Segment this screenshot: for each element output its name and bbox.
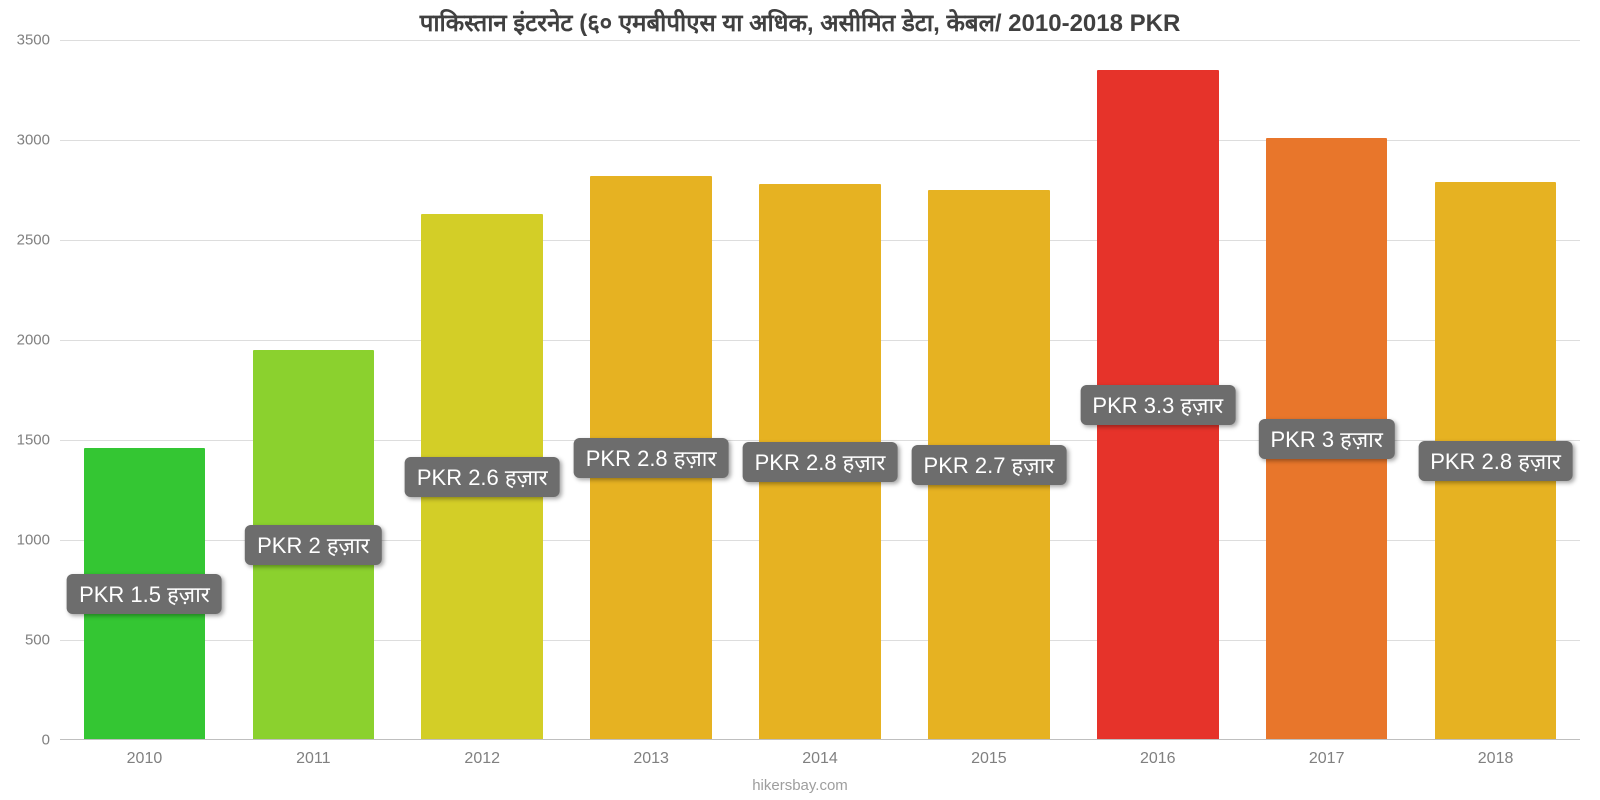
y-tick-label: 3500 (17, 32, 50, 49)
bar-slot: PKR 2.8 हज़ार2014 (736, 40, 905, 740)
bar-value-label: PKR 3 हज़ार (1258, 419, 1394, 459)
bar-value-label: PKR 2.7 हज़ार (912, 445, 1067, 485)
bar: PKR 2.8 हज़ार (1435, 182, 1557, 740)
x-tick-label: 2017 (1309, 750, 1345, 768)
x-axis-line (60, 739, 1580, 740)
bar-value-label: PKR 1.5 हज़ार (67, 574, 222, 614)
bar-value-label: PKR 2.8 हज़ार (574, 438, 729, 478)
x-tick-label: 2011 (296, 750, 330, 768)
x-tick-label: 2018 (1478, 750, 1514, 768)
chart-footer: hikersbay.com (0, 777, 1600, 794)
y-tick-label: 0 (42, 732, 50, 749)
y-tick-label: 2000 (17, 332, 50, 349)
bar-value-label: PKR 2 हज़ार (245, 525, 381, 565)
x-tick-label: 2016 (1140, 750, 1176, 768)
plot-area: 0500100015002000250030003500 PKR 1.5 हज़… (60, 40, 1580, 740)
bar: PKR 3.3 हज़ार (1097, 70, 1219, 740)
y-tick-label: 2500 (17, 232, 50, 249)
bar-slot: PKR 2.8 हज़ार2018 (1411, 40, 1580, 740)
bar: PKR 1.5 हज़ार (84, 448, 206, 740)
bar-slot: PKR 2.7 हज़ार2015 (904, 40, 1073, 740)
bar: PKR 2.8 हज़ार (590, 176, 712, 740)
bar: PKR 2.6 हज़ार (421, 214, 543, 740)
chart-container: पाकिस्तान इंटरनेट (६० एमबीपीएस या अधिक, … (0, 0, 1600, 800)
bar-slot: PKR 3.3 हज़ार2016 (1073, 40, 1242, 740)
x-tick-label: 2015 (971, 750, 1007, 768)
bar-value-label: PKR 2.6 हज़ार (405, 457, 560, 497)
bar-slot: PKR 3 हज़ार2017 (1242, 40, 1411, 740)
bar-value-label: PKR 2.8 हज़ार (743, 442, 898, 482)
bar-value-label: PKR 3.3 हज़ार (1080, 385, 1235, 425)
bars-area: PKR 1.5 हज़ार2010PKR 2 हज़ार2011PKR 2.6 … (60, 40, 1580, 740)
bar-slot: PKR 1.5 हज़ार2010 (60, 40, 229, 740)
x-tick-label: 2012 (464, 750, 500, 768)
y-tick-label: 3000 (17, 132, 50, 149)
bar-slot: PKR 2.8 हज़ार2013 (567, 40, 736, 740)
y-tick-label: 1000 (17, 532, 50, 549)
bar: PKR 2.8 हज़ार (759, 184, 881, 740)
bar: PKR 2 हज़ार (253, 350, 375, 740)
x-tick-label: 2014 (802, 750, 838, 768)
y-tick-label: 500 (25, 632, 50, 649)
chart-title: पाकिस्तान इंटरनेट (६० एमबीपीएस या अधिक, … (0, 6, 1600, 39)
bar: PKR 3 हज़ार (1266, 138, 1388, 740)
bar-slot: PKR 2.6 हज़ार2012 (398, 40, 567, 740)
bar-slot: PKR 2 हज़ार2011 (229, 40, 398, 740)
y-tick-label: 1500 (17, 432, 50, 449)
bar-value-label: PKR 2.8 हज़ार (1418, 441, 1573, 481)
x-tick-label: 2013 (633, 750, 669, 768)
bar: PKR 2.7 हज़ार (928, 190, 1050, 740)
x-tick-label: 2010 (127, 750, 163, 768)
